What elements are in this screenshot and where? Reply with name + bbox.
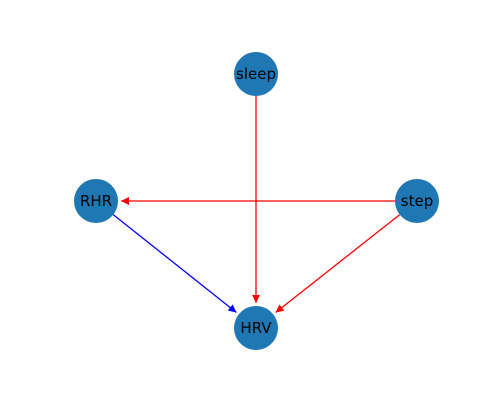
node-circle	[74, 179, 118, 223]
edges-group	[112, 96, 401, 314]
node-circle	[234, 52, 278, 96]
edge-rhr-to-hrv	[112, 214, 237, 313]
node-label: sleep	[236, 65, 276, 83]
node-label: step	[401, 192, 433, 210]
node-label: RHR	[80, 192, 112, 210]
node-circle	[395, 179, 439, 223]
node-step: step	[395, 179, 439, 223]
node-rhr: RHR	[74, 179, 118, 223]
node-label: HRV	[240, 319, 272, 337]
node-sleep: sleep	[234, 52, 278, 96]
node-hrv: HRV	[234, 306, 278, 350]
nodes-group: sleep RHR step HRV	[74, 52, 439, 350]
edge-step-to-hrv	[275, 214, 401, 314]
node-circle	[234, 306, 278, 350]
